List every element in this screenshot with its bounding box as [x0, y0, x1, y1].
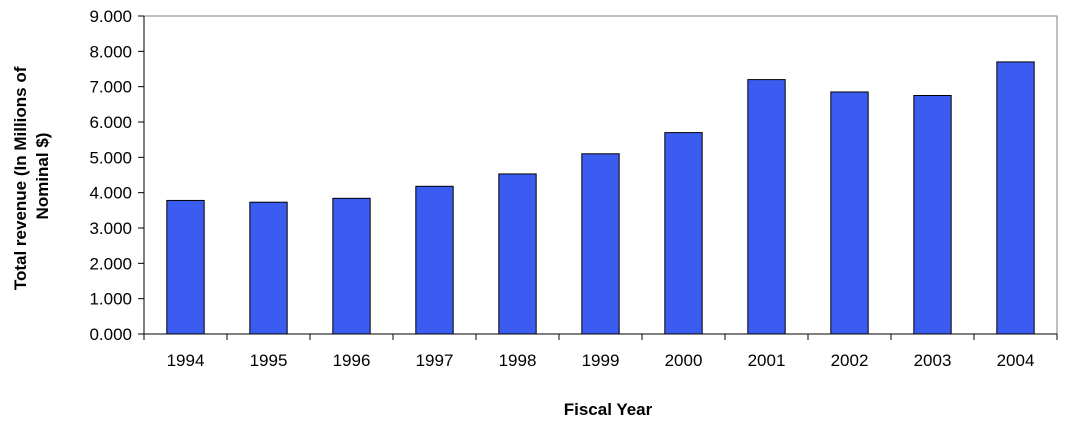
y-axis-title-line-2: Nominal $): [33, 133, 52, 220]
bar-1994: [166, 199, 205, 335]
x-axis-title: Fiscal Year: [564, 400, 653, 419]
y-axis-title-line-1: Total revenue (In Millions of: [11, 66, 30, 290]
x-tick-label: 1995: [250, 351, 288, 370]
bar-1998: [498, 173, 537, 335]
bar-1996: [332, 197, 371, 335]
x-tick-label: 2003: [914, 351, 952, 370]
bar-1995: [249, 201, 288, 335]
y-tick-label: 8.000: [89, 42, 132, 61]
x-tick-label: 1997: [416, 351, 454, 370]
y-tick-label: 6.000: [89, 113, 132, 132]
y-tick-label: 4.000: [89, 184, 132, 203]
x-ticks-group: 1994 1995 1996 1997 1998 1999 2000 2001 2002 2003…: [143, 334, 1058, 370]
y-tick-label: 1.000: [89, 290, 132, 309]
y-axis-title: Total revenue (In Millions of Nominal $): [11, 62, 52, 290]
y-tick-label: 2.000: [89, 254, 132, 273]
x-tick-label: 1994: [167, 351, 205, 370]
bar-2002: [830, 91, 869, 335]
y-tick-label: 9.000: [89, 7, 132, 26]
x-tick-label: 1996: [333, 351, 371, 370]
y-ticks-group: 0.000 1.000 2.000 3.000 4.000 5.000 6.000 7.000…: [89, 7, 144, 344]
bar-1999: [581, 153, 620, 335]
x-tick-label: 2002: [831, 351, 869, 370]
x-tick-label: 1999: [582, 351, 620, 370]
x-tick-label: 1998: [499, 351, 537, 370]
bar-2003: [913, 95, 952, 335]
bar-1997: [415, 185, 454, 335]
x-tick-label: 2004: [997, 351, 1035, 370]
y-tick-label: 7.000: [89, 78, 132, 97]
y-tick-label: 5.000: [89, 148, 132, 167]
bar-2004: [996, 61, 1035, 335]
x-tick-label: 2000: [665, 351, 703, 370]
bars-group: [166, 61, 1035, 335]
x-tick-label: 2001: [748, 351, 786, 370]
y-tick-label: 0.000: [89, 325, 132, 344]
bar-2001: [747, 79, 786, 335]
bar-2000: [664, 132, 703, 335]
y-tick-label: 3.000: [89, 219, 132, 238]
